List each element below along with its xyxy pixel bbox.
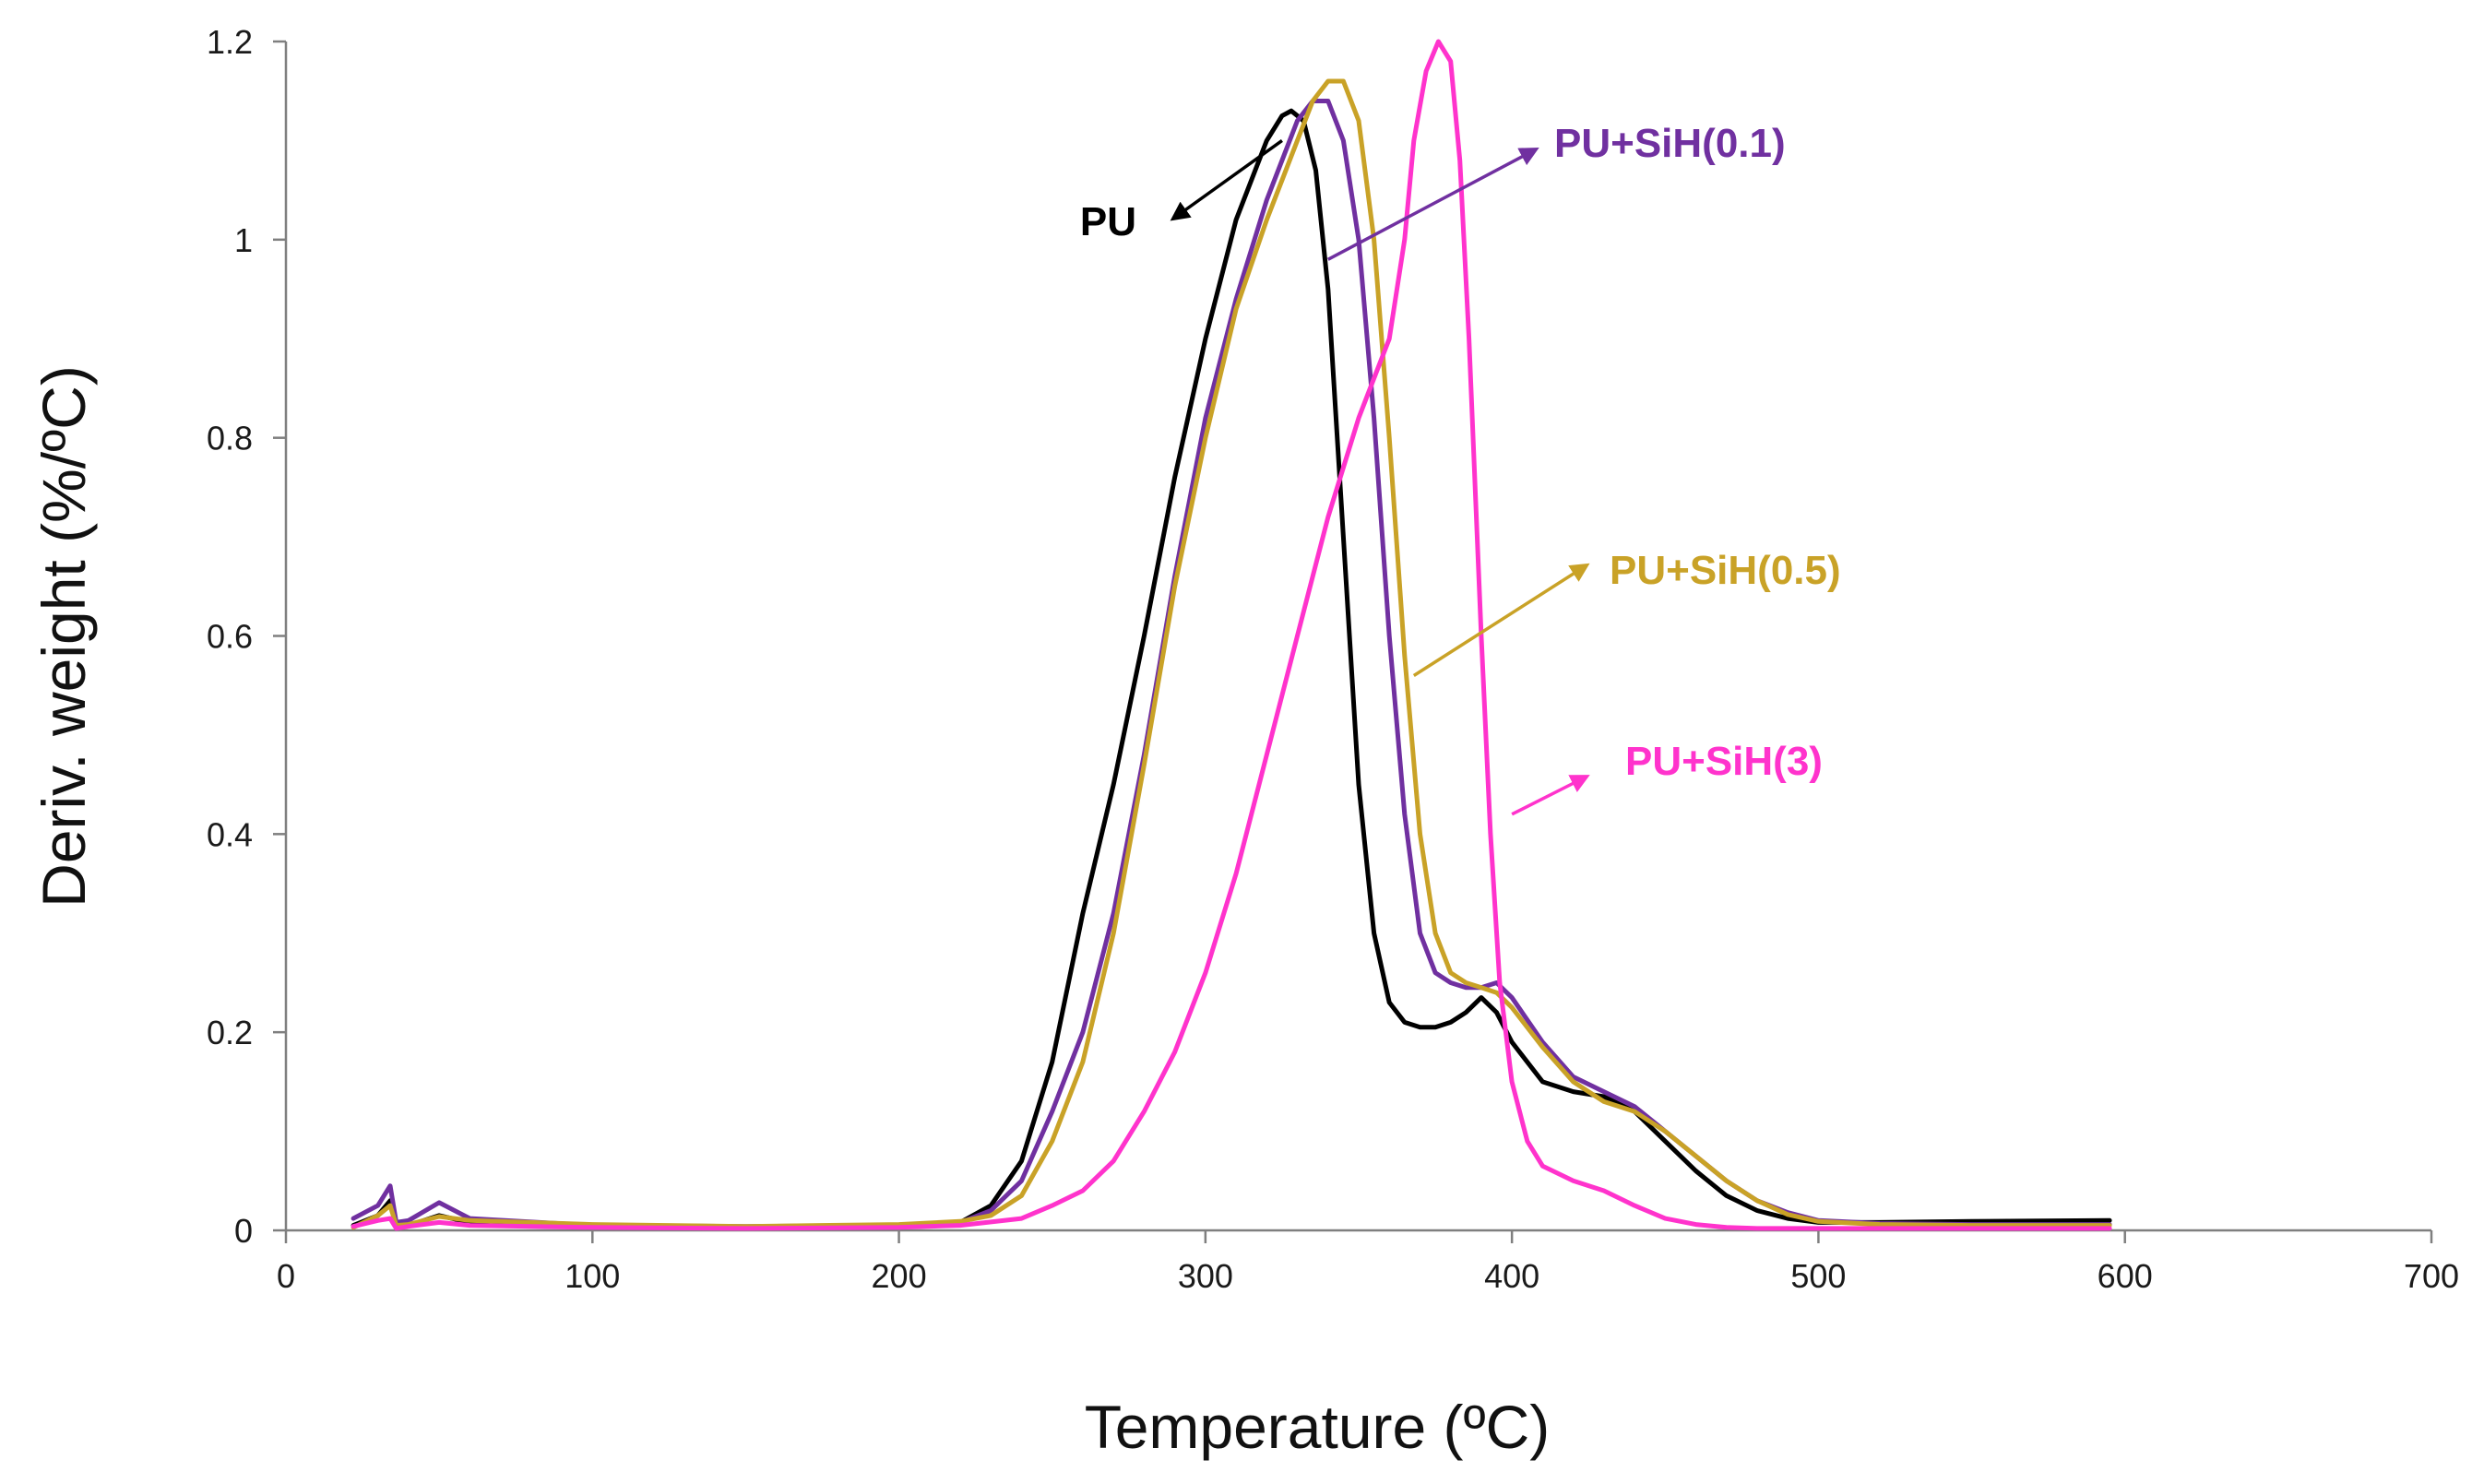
label-arrow-pu-sih-0-5 [1412,563,1590,677]
x-tick-label: 100 [565,1257,620,1295]
series-label-pu-sih-0-1: PU+SiH(0.1) [1554,121,1786,166]
series-group [351,39,2112,1231]
series-labels-group: PU PU+SiH(0.1) PU+SiH(0.5) PU+SiH(3) [1080,121,1841,816]
x-tick-label: 0 [277,1257,295,1295]
series-label-pu-sih-3: PU+SiH(3) [1625,739,1823,784]
series-line-pu-sih-0-5 [351,78,2112,1230]
y-tick-label: 1.2 [207,23,253,61]
y-tick-label: 0.6 [207,618,253,656]
y-axis-title: Deriv. weight (%/ºC) [30,365,98,908]
series-line-pu-sih-0-1 [351,99,2112,1229]
label-arrow-pu [1170,138,1283,221]
y-tick-label: 0.2 [207,1014,253,1051]
x-tick-label: 700 [2404,1257,2459,1295]
ticks-group: 0 100 200 300 400 500 600 700 0 0.2 0.4 0.6 0.8 1 1.2 [207,23,2459,1295]
x-tick-label: 200 [872,1257,927,1295]
x-tick-label: 400 [1484,1257,1539,1295]
x-tick-label: 500 [1790,1257,1846,1295]
label-arrow-pu-sih-3 [1511,775,1590,816]
x-tick-label: 300 [1178,1257,1233,1295]
series-label-pu: PU [1080,199,1136,244]
x-tick-label: 600 [2098,1257,2153,1295]
axes-group [284,42,2431,1232]
series-line-pu [351,108,2112,1230]
y-tick-label: 0.4 [207,815,253,853]
x-axis-title: Temperature (ºC) [1085,1393,1551,1461]
label-arrow-pu-sih-0-1 [1326,148,1539,261]
series-line-pu-sih-3 [351,39,2112,1231]
y-tick-label: 1 [234,221,253,259]
series-label-pu-sih-0-5: PU+SiH(0.5) [1610,548,1841,593]
y-tick-label: 0 [234,1212,253,1250]
y-tick-label: 0.8 [207,420,253,457]
